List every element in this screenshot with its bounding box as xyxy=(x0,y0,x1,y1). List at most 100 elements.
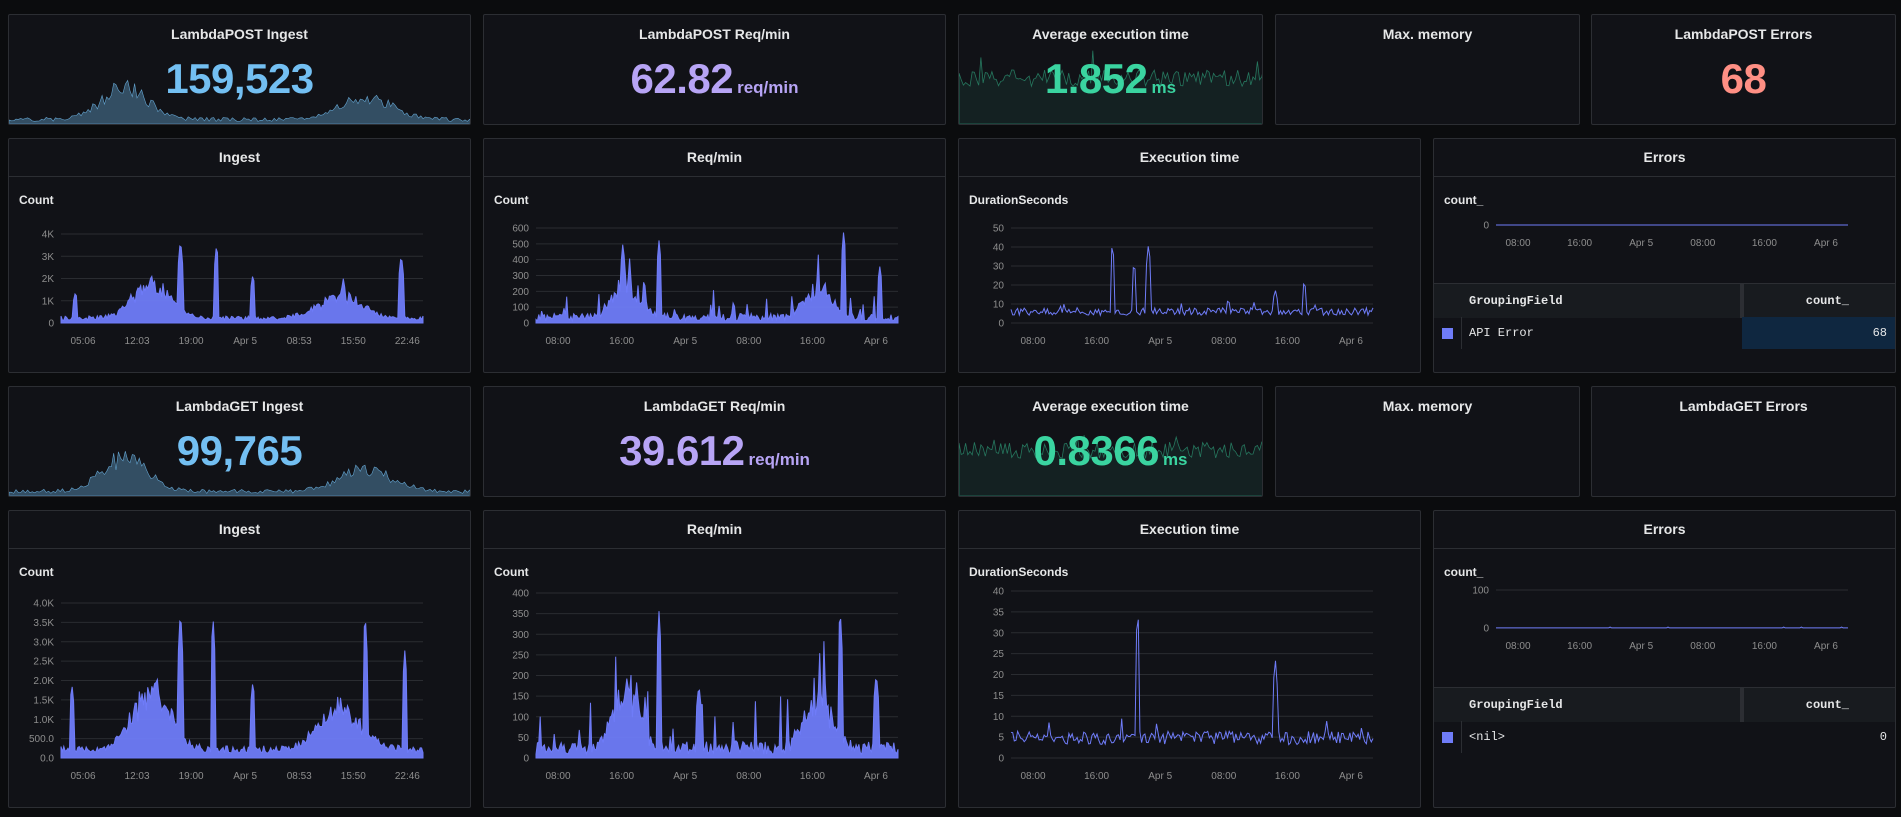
get-errors-stat-panel[interactable]: LambdaGET Errors xyxy=(1591,386,1896,497)
post-memory-stat-panel[interactable]: Max. memory xyxy=(1275,14,1580,125)
x-tick-label: 08:00 xyxy=(1505,238,1530,249)
column-header-grouping-field[interactable]: GroupingField xyxy=(1469,294,1563,308)
y-tick-label: 0 xyxy=(998,754,1004,765)
x-tick-label: Apr 6 xyxy=(1814,238,1838,249)
get-ingest-stat-panel[interactable]: LambdaGET Ingest 99,765 xyxy=(8,386,471,497)
panel-title: Ingest xyxy=(218,521,261,537)
post-reqmin-stat-panel[interactable]: LambdaPOST Req/min 62.82 req/min xyxy=(483,14,946,125)
panel-title: Execution time xyxy=(1139,149,1240,165)
get-exec-stat-panel[interactable]: Average execution time 0.8366 ms xyxy=(958,386,1263,497)
y-tick-label: 0 xyxy=(523,754,529,765)
get-reqmin-stat-panel[interactable]: LambdaGET Req/min 39.612 req/min xyxy=(483,386,946,497)
y-tick-label: 400 xyxy=(512,589,529,600)
y-axis-label: Count xyxy=(494,193,529,207)
x-tick-label: 16:00 xyxy=(1275,336,1300,347)
x-tick-label: 16:00 xyxy=(1275,771,1300,782)
x-tick-label: 19:00 xyxy=(179,771,204,782)
y-tick-label: 2.0K xyxy=(33,676,54,687)
x-tick-label: 08:00 xyxy=(1211,771,1236,782)
x-tick-label: 19:00 xyxy=(179,336,204,347)
post-ingest-stat-panel[interactable]: LambdaPOST Ingest 159,523 xyxy=(8,14,471,125)
count-cell: 0 xyxy=(1879,730,1887,744)
post-ingest-graph-panel[interactable]: Ingest Count 4K 3K 2K 1K 0 05:06 12:03 19:00 Apr… xyxy=(8,138,471,373)
x-tick-label: 08:00 xyxy=(1690,641,1715,652)
grouping-field-cell: API Error xyxy=(1469,326,1534,340)
exec-graph: 40 35 30 25 20 15 10 5 0 08:00 16:00 Apr 5 08:00 16:0… xyxy=(993,587,1374,782)
post-reqmin-graph-panel[interactable]: Req/min Count 600 500 400 300 200 100 0 08:00 16… xyxy=(483,138,946,373)
y-tick-label: 3.5K xyxy=(33,618,54,629)
x-tick-label: 16:00 xyxy=(1567,641,1592,652)
y-tick-label: 50 xyxy=(993,224,1005,235)
ingest-sparkline xyxy=(9,451,470,496)
x-tick-label: 22:46 xyxy=(395,336,420,347)
x-tick-label: 08:00 xyxy=(545,771,570,782)
y-tick-label: 600 xyxy=(512,224,529,235)
get-reqmin-graph-panel[interactable]: Req/min Count 400 350 300 250 200 150 100 50 0 08… xyxy=(483,510,946,808)
column-header-count[interactable]: count_ xyxy=(1805,294,1849,308)
x-tick-label: Apr 5 xyxy=(1629,238,1653,249)
grouping-field-cell: <nil> xyxy=(1469,730,1506,744)
ingest-graph: 4K 3K 2K 1K 0 05:06 12:03 19:00 Apr 5 08:53 15:50 2… xyxy=(42,230,424,347)
panel-title: LambdaGET Req/min xyxy=(643,398,786,414)
errors-value: 68 xyxy=(1720,55,1767,102)
y-tick-label: 5 xyxy=(998,733,1004,744)
y-tick-label: 30 xyxy=(993,262,1005,273)
y-axis-label: Count xyxy=(19,193,54,207)
get-exec-graph-panel[interactable]: Execution time DurationSeconds 40 35 30 25 2… xyxy=(958,510,1421,808)
y-tick-label: 4K xyxy=(42,230,55,241)
y-tick-label: 25 xyxy=(993,649,1005,660)
post-errors-graph-panel[interactable]: Errors count_ 0 08:00 16:00 Apr 5 08:00 16:00… xyxy=(1433,138,1896,373)
x-tick-label: 16:00 xyxy=(800,771,825,782)
column-header-grouping-field[interactable]: GroupingField xyxy=(1469,698,1563,712)
x-tick-label: 15:50 xyxy=(341,771,366,782)
panel-title: Errors xyxy=(1643,521,1686,537)
panel-title: Average execution time xyxy=(1032,398,1189,414)
x-tick-label: Apr 5 xyxy=(233,771,257,782)
x-tick-label: 16:00 xyxy=(1567,238,1592,249)
graph-series-line xyxy=(1010,619,1374,746)
panel-title: Max. memory xyxy=(1382,26,1473,42)
x-tick-label: 22:46 xyxy=(395,771,420,782)
y-axis-label: count_ xyxy=(1444,565,1484,579)
get-ingest-graph-panel[interactable]: Ingest Count 4.0K 3.5K 3.0K 2.5K 2.0K 1.5K 1.0… xyxy=(8,510,471,808)
x-tick-label: 12:03 xyxy=(125,336,150,347)
y-tick-label: 500.0 xyxy=(29,734,54,745)
panel-title: Ingest xyxy=(218,149,261,165)
y-tick-label: 150 xyxy=(512,692,529,703)
get-errors-graph-panel[interactable]: Errors count_ 100 0 08:00 16:00 Apr 5 08:00 16… xyxy=(1433,510,1896,808)
y-tick-label: 1.5K xyxy=(33,695,54,706)
y-tick-label: 500 xyxy=(512,239,529,250)
get-memory-stat-panel[interactable]: Max. memory xyxy=(1275,386,1580,497)
y-tick-label: 20 xyxy=(993,281,1005,292)
post-exec-stat-panel[interactable]: Average execution time 1.852 ms xyxy=(958,14,1263,125)
x-tick-label: 08:00 xyxy=(1690,238,1715,249)
x-tick-label: 08:00 xyxy=(1020,336,1045,347)
graph-series-area xyxy=(60,619,424,759)
x-tick-label: Apr 5 xyxy=(1629,641,1653,652)
y-axis-label: count_ xyxy=(1444,193,1484,207)
column-header-count[interactable]: count_ xyxy=(1805,698,1849,712)
post-errors-stat-panel[interactable]: LambdaPOST Errors 68 xyxy=(1591,14,1896,125)
y-tick-label: 300 xyxy=(512,630,529,641)
x-tick-label: Apr 5 xyxy=(1148,336,1172,347)
x-tick-label: 16:00 xyxy=(1084,771,1109,782)
reqmin-value: 62.82 req/min xyxy=(630,55,799,102)
ingest-value: 99,765 xyxy=(176,427,303,474)
y-tick-label: 0 xyxy=(48,319,54,330)
ingest-sparkline xyxy=(9,79,470,124)
post-exec-graph-panel[interactable]: Execution time DurationSeconds 50 40 30 20 1… xyxy=(958,138,1421,373)
table-row: <nil> 0 xyxy=(1434,721,1895,753)
exec-graph: 50 40 30 20 10 0 08:00 16:00 Apr 5 08:00 16:00 Apr … xyxy=(993,224,1374,347)
count-cell: 68 xyxy=(1742,317,1895,349)
panel-title: LambdaPOST Ingest xyxy=(171,26,308,42)
panel-title: LambdaPOST Errors xyxy=(1674,26,1813,42)
x-tick-label: 16:00 xyxy=(609,336,634,347)
x-tick-label: 16:00 xyxy=(1084,336,1109,347)
reqmin-graph: 400 350 300 250 200 150 100 50 0 08:00 16:00 Apr 5 0… xyxy=(512,589,899,782)
x-tick-label: 15:50 xyxy=(341,336,366,347)
reqmin-graph: 600 500 400 300 200 100 0 08:00 16:00 Apr 5 08:00 1… xyxy=(512,224,899,347)
y-axis-label: Count xyxy=(494,565,529,579)
x-tick-label: 16:00 xyxy=(1752,641,1777,652)
x-tick-label: 08:53 xyxy=(287,771,312,782)
x-tick-label: 12:03 xyxy=(125,771,150,782)
